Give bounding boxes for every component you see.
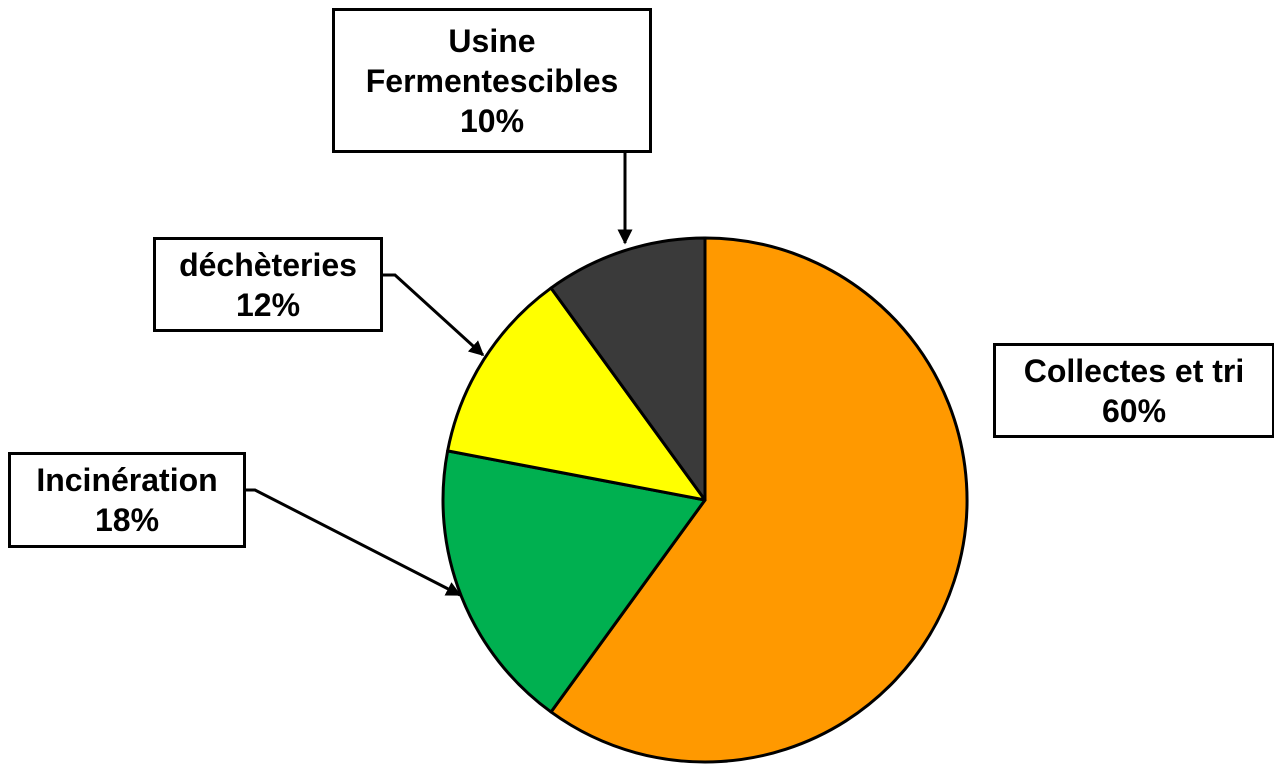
pie-slice (441, 449, 707, 714)
label-category: Usine Fermentescibles (365, 22, 619, 99)
label-category: Collectes et tri (1023, 352, 1245, 389)
pie-slice (549, 236, 707, 502)
label-value: 18% (94, 502, 160, 538)
data-label: déchèteries 12% (153, 237, 383, 332)
label-category: déchèteries (179, 246, 357, 283)
data-label: Incinération 18% (8, 452, 246, 548)
label-value: 12% (235, 286, 301, 323)
label-category: Incinération (36, 462, 218, 498)
data-label: Collectes et tri 60% (993, 343, 1274, 438)
label-value: 10% (459, 102, 525, 139)
pie-slice (446, 286, 707, 502)
label-value: 60% (1101, 392, 1167, 429)
leader-line (245, 488, 462, 597)
pie-slice (549, 236, 969, 764)
leader-line (383, 273, 485, 357)
data-label: Usine Fermentescibles 10% (332, 8, 652, 153)
